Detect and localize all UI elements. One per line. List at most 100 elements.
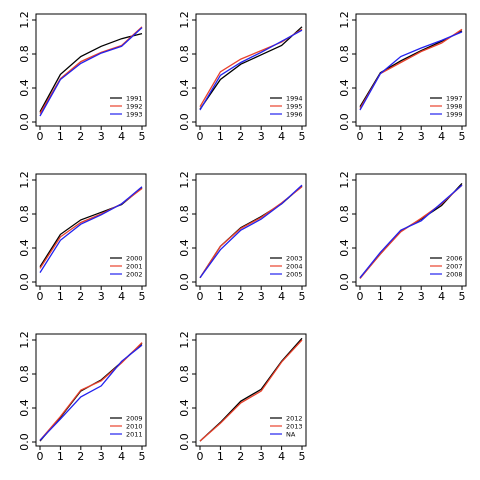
- plot-frame: [35, 13, 147, 127]
- x-tick-label: 0: [37, 130, 44, 143]
- plot-frame: [35, 173, 147, 287]
- x-tick-label: 2: [237, 130, 244, 143]
- x-tick-label: 2: [237, 450, 244, 463]
- legend-label: 2010: [126, 423, 143, 431]
- legend-label: 2002: [126, 271, 143, 279]
- y-tick-label: 0.4: [18, 239, 31, 257]
- x-tick-label: 5: [139, 290, 146, 303]
- x-tick-label: 2: [77, 290, 84, 303]
- x-tick-label: 2: [237, 290, 244, 303]
- x-tick-label: 1: [217, 450, 224, 463]
- legend-label: 1991: [126, 95, 143, 103]
- x-tick-label: 4: [118, 450, 125, 463]
- x-tick-label: 3: [418, 290, 425, 303]
- y-tick-label: 0.8: [338, 45, 351, 63]
- x-tick-label: 3: [258, 450, 265, 463]
- legend-label: 1993: [126, 111, 143, 119]
- y-tick-label: 0.8: [18, 45, 31, 63]
- x-tick-label: 1: [57, 290, 64, 303]
- legend-label: 2012: [286, 415, 303, 423]
- plot-frame: [195, 173, 307, 287]
- y-tick-label: 0.0: [18, 113, 31, 131]
- series-line-1996: [199, 29, 303, 111]
- x-tick-label: 1: [217, 130, 224, 143]
- y-tick-label: 0.4: [178, 399, 191, 417]
- y-tick-label: 1.2: [178, 11, 191, 29]
- series-line-2008: [359, 184, 463, 279]
- plot-frame: [355, 13, 467, 127]
- x-tick-label: 0: [37, 450, 44, 463]
- x-tick-label: 0: [37, 290, 44, 303]
- x-tick-label: 5: [459, 290, 466, 303]
- x-tick-label: 4: [438, 290, 445, 303]
- legend-label: 2006: [446, 255, 463, 263]
- x-tick-label: 5: [139, 130, 146, 143]
- y-tick-label: 0.4: [178, 79, 191, 97]
- x-tick-label: 0: [357, 290, 364, 303]
- x-tick-label: 3: [258, 290, 265, 303]
- legend-label: 1994: [286, 95, 303, 103]
- legend-label: 2008: [446, 271, 463, 279]
- series-line-1993: [39, 27, 143, 117]
- x-tick-label: 3: [98, 290, 105, 303]
- legend-label: 2013: [286, 423, 303, 431]
- x-tick-label: 1: [217, 290, 224, 303]
- x-tick-label: 3: [418, 130, 425, 143]
- legend-label: 2005: [286, 271, 303, 279]
- y-tick-label: 1.2: [178, 171, 191, 189]
- plot-frame: [35, 333, 147, 447]
- legend-label: 1996: [286, 111, 303, 119]
- y-tick-label: 1.2: [338, 171, 351, 189]
- legend-label: 2000: [126, 255, 143, 263]
- y-tick-label: 0.4: [178, 239, 191, 257]
- y-tick-label: 0.0: [178, 113, 191, 131]
- y-tick-label: 0.4: [18, 399, 31, 417]
- y-tick-label: 0.0: [178, 433, 191, 451]
- x-tick-label: 5: [299, 290, 306, 303]
- y-tick-label: 0.0: [178, 273, 191, 291]
- x-tick-label: 4: [118, 290, 125, 303]
- legend-label: 1998: [446, 103, 463, 111]
- x-tick-label: 1: [377, 290, 384, 303]
- x-tick-label: 3: [98, 130, 105, 143]
- x-tick-label: 4: [278, 290, 285, 303]
- x-tick-label: 1: [377, 130, 384, 143]
- legend-label: 1995: [286, 103, 303, 111]
- legend-label: 2007: [446, 263, 463, 271]
- x-tick-label: 0: [197, 130, 204, 143]
- legend-label: 2003: [286, 255, 303, 263]
- y-tick-label: 0.8: [18, 365, 31, 383]
- x-tick-label: 0: [197, 450, 204, 463]
- y-tick-label: 0.0: [338, 273, 351, 291]
- legend-label: 2001: [126, 263, 143, 271]
- series-line-2002: [39, 186, 143, 273]
- series-line-2013: [199, 339, 303, 442]
- y-tick-label: 0.8: [178, 205, 191, 223]
- x-tick-label: 2: [77, 130, 84, 143]
- plot-frame: [195, 13, 307, 127]
- x-tick-label: 5: [299, 450, 306, 463]
- legend-label: NA: [286, 431, 296, 439]
- x-tick-label: 4: [278, 450, 285, 463]
- x-tick-label: 1: [57, 130, 64, 143]
- y-tick-label: 0.0: [18, 273, 31, 291]
- plot-frame: [195, 333, 307, 447]
- y-tick-label: 0.4: [18, 79, 31, 97]
- x-tick-label: 1: [57, 450, 64, 463]
- y-tick-label: 0.8: [178, 45, 191, 63]
- y-tick-label: 1.2: [338, 11, 351, 29]
- legend-label: 1992: [126, 103, 143, 111]
- x-tick-label: 5: [459, 130, 466, 143]
- series-line-1999: [359, 31, 463, 111]
- legend-label: 1997: [446, 95, 463, 103]
- x-tick-label: 4: [438, 130, 445, 143]
- x-tick-label: 2: [77, 450, 84, 463]
- y-tick-label: 0.4: [338, 79, 351, 97]
- x-tick-label: 4: [278, 130, 285, 143]
- x-tick-label: 2: [397, 130, 404, 143]
